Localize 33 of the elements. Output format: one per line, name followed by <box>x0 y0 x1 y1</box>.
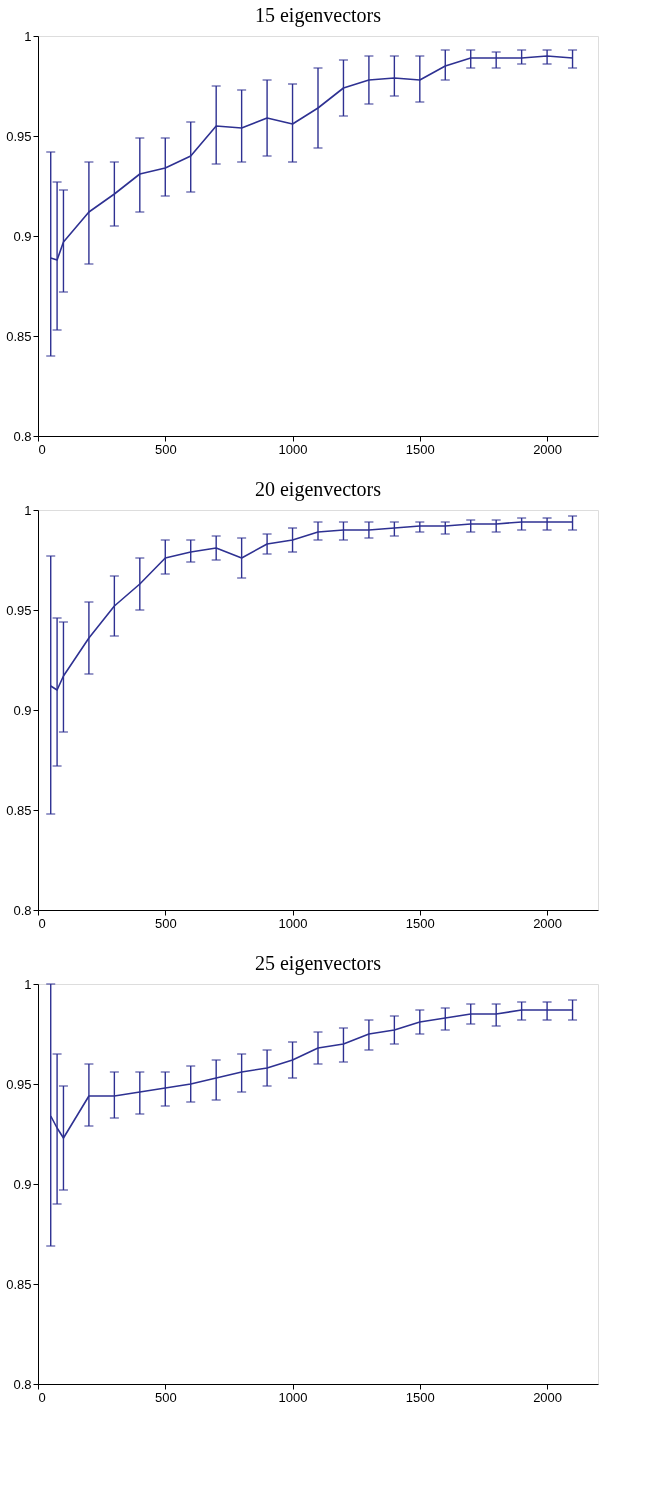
y-tick-label: 0.95 <box>6 602 32 618</box>
x-tick-label: 500 <box>154 441 177 457</box>
x-tick-label: 2000 <box>533 441 563 457</box>
y-tick-label: 0.95 <box>6 1076 32 1092</box>
chart-title: 20 eigenvectors <box>254 478 382 501</box>
y-tick-label: 1 <box>24 976 32 992</box>
x-tick-label: 0 <box>38 1389 46 1405</box>
x-tick-label: 0 <box>38 915 46 931</box>
x-tick-label: 1500 <box>405 915 435 931</box>
y-tick-label: 0.8 <box>13 428 32 444</box>
x-tick-label: 1500 <box>405 441 435 457</box>
chart-title: 15 eigenvectors <box>254 4 382 27</box>
x-tick-label: 0 <box>38 441 46 457</box>
y-tick-label: 0.9 <box>13 228 32 244</box>
chart-title: 25 eigenvectors <box>254 952 382 975</box>
y-tick-label: 1 <box>24 28 32 44</box>
x-tick-label: 500 <box>154 1389 177 1405</box>
y-tick-label: 0.8 <box>13 902 32 918</box>
y-tick-label: 0.9 <box>13 702 32 718</box>
x-tick-label: 1000 <box>278 1389 308 1405</box>
x-tick-label: 1000 <box>278 915 308 931</box>
y-tick-label: 0.8 <box>13 1376 32 1392</box>
y-tick-label: 0.95 <box>6 128 32 144</box>
y-tick-label: 1 <box>24 502 32 518</box>
x-tick-label: 1000 <box>278 441 308 457</box>
x-tick-label: 2000 <box>533 1389 563 1405</box>
y-tick-label: 0.85 <box>6 802 32 818</box>
x-tick-label: 2000 <box>533 915 563 931</box>
y-tick-label: 0.85 <box>6 1276 32 1292</box>
x-tick-label: 500 <box>154 915 177 931</box>
y-tick-label: 0.9 <box>13 1176 32 1192</box>
y-tick-label: 0.85 <box>6 328 32 344</box>
x-tick-label: 1500 <box>405 1389 435 1405</box>
